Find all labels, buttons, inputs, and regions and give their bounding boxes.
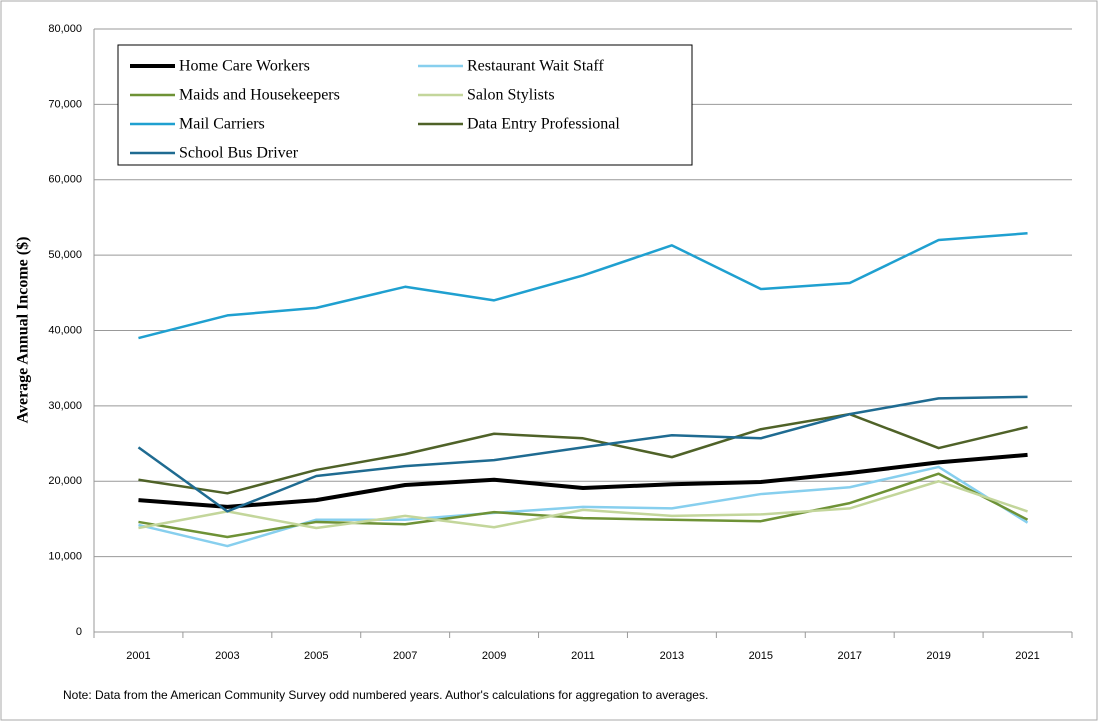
series-line	[138, 480, 1028, 530]
y-tick-label: 30,000	[48, 400, 82, 412]
series-line	[137, 395, 1028, 513]
x-tick-label: 2015	[749, 650, 773, 662]
y-tick-label: 50,000	[48, 249, 82, 261]
legend-box	[117, 44, 693, 166]
x-tick-label: 2011	[571, 650, 595, 662]
y-tick-label: 60,000	[48, 174, 82, 186]
series-line	[138, 465, 1029, 548]
x-tick-label: 2007	[393, 650, 417, 662]
note: Note: Data from the American Community S…	[63, 688, 708, 702]
x-tick-label: 2021	[1015, 650, 1039, 662]
series-line	[138, 412, 1028, 495]
legend-label: Home Care Workers	[179, 58, 310, 75]
y-tick-label: 0	[76, 626, 82, 638]
x-tick-label: 2019	[926, 650, 950, 662]
legend-label: School Bus Driver	[179, 145, 299, 162]
y-tick-label: 70,000	[48, 98, 82, 110]
legend-label: Maids and Housekeepers	[179, 87, 340, 104]
y-tick-label: 40,000	[48, 324, 82, 336]
series-line	[138, 232, 1028, 340]
legend-label: Restaurant Wait Staff	[467, 58, 604, 75]
y-tick-label: 20,000	[48, 475, 82, 487]
x-tick-label: 2005	[304, 650, 328, 662]
y-axis-label: Average Annual Income ($)	[15, 237, 32, 424]
series-line	[138, 452, 1028, 509]
x-tick-label: 2003	[215, 650, 239, 662]
x-tick-label: 2013	[660, 650, 684, 662]
series-line	[138, 472, 1029, 539]
x-tick-label: 2017	[837, 650, 861, 662]
legend-label: Data Entry Professional	[467, 116, 620, 133]
legend-label: Mail Carriers	[179, 116, 265, 133]
y-tick-label: 10,000	[48, 551, 82, 563]
y-tick-label: 80,000	[48, 23, 82, 35]
x-tick-label: 2001	[126, 650, 150, 662]
legend-label: Salon Stylists	[467, 87, 555, 104]
x-tick-label: 2009	[482, 650, 506, 662]
